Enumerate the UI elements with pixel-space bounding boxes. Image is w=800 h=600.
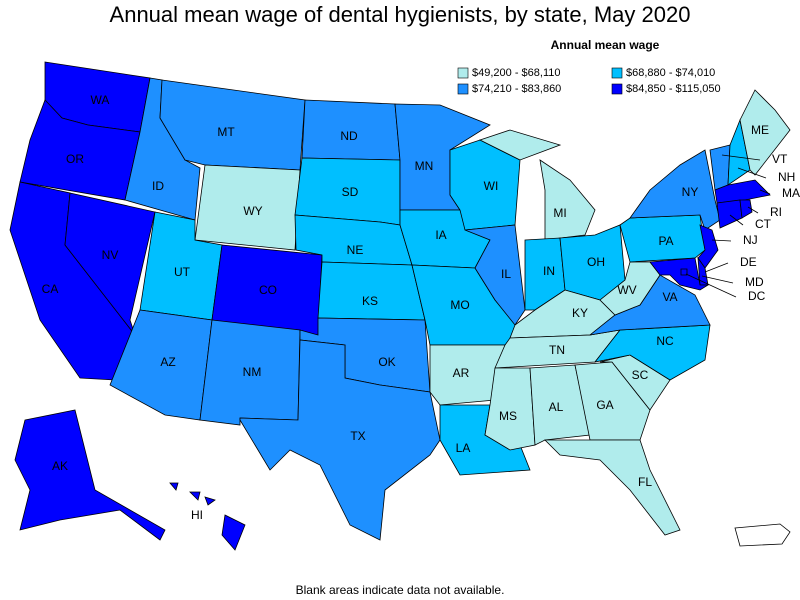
state-label: DE [740,255,757,269]
state-label: KY [572,306,588,320]
state-label: MA [782,186,800,200]
legend-label: $68,880 - $74,010 [626,67,715,79]
state-label: DC [748,289,766,303]
state-label: NM [243,365,262,379]
state-label: OK [378,355,395,369]
leader-line [729,214,744,226]
puerto-rico-outline [734,523,791,547]
state-label: MN [415,159,434,173]
state-label: AZ [160,355,175,369]
state-label: MS [499,409,517,423]
leader-line [711,239,732,242]
state-label: ND [340,129,358,143]
state-label: GA [596,398,613,412]
state-label: AR [453,366,470,380]
state-label: OR [66,152,84,166]
state-shape [739,89,791,176]
legend-swatch [457,67,469,79]
state-shape [544,439,681,536]
state-label: MO [450,298,469,312]
state-label: SC [632,368,649,382]
state-label: NE [347,243,364,257]
state-label: MD [745,275,764,289]
state-shape [239,339,441,541]
state-shape [680,268,688,276]
state-shape [529,364,591,446]
state-shape [739,199,753,219]
state-label: CA [42,282,59,296]
legend-swatch [611,83,623,95]
state-label: WI [484,179,499,193]
leader-line [721,154,761,161]
state-label: IN [543,264,555,278]
state-label: NY [682,185,699,199]
state-label: VT [772,152,788,166]
state-label: VA [662,290,677,304]
state-shape [464,224,526,326]
state-shape [317,261,426,321]
state-label: CT [755,217,772,231]
state-label: ID [152,179,164,193]
state-shape [709,144,731,191]
state-shape [64,192,156,336]
state-label: RI [770,205,782,219]
state-shape [478,129,596,241]
map-title: Annual mean wage of dental hygienists, b… [110,2,691,27]
state-label: AK [52,459,68,473]
leader-line [704,262,729,273]
state-label: NV [102,248,119,262]
leader-line [747,206,759,214]
state-label: WA [91,93,110,107]
state-label: IA [435,228,446,242]
state-label: OH [587,255,605,269]
state-label: PA [658,234,673,248]
state-label: NJ [743,233,758,247]
leader-line [759,189,771,195]
state-label: FL [638,475,652,489]
state-label: TX [350,429,365,443]
state-label: MT [217,125,235,139]
state-label: ME [751,123,769,137]
legend-label: $74,210 - $83,860 [472,83,561,95]
state-shape [716,199,743,229]
legend: $49,200 - $68,110 $68,880 - $74,010 $74,21… [457,67,721,95]
state-label: SD [342,185,359,199]
state-shape [649,257,710,291]
state-label: AL [549,400,564,414]
legend-swatch [611,67,623,79]
state-label: HI [191,508,203,522]
state-label: MI [553,206,566,220]
state-label: WV [617,283,636,297]
states [9,61,791,551]
legend-swatch [457,83,469,95]
state-label: UT [174,265,191,279]
legend-title: Annual mean wage [551,38,660,52]
leader-line [701,275,734,284]
leader-line [737,167,767,179]
state-shape [574,361,651,441]
state-label: NC [656,334,674,348]
state-label: CO [259,283,277,297]
state-labels: WA OR CA NV ID MT WY UT CO AZ NM ND SD NE KS OK TX MN IA MO… [42,93,800,522]
state-label: NH [778,170,795,184]
state-label: IL [501,267,511,281]
footnote: Blank areas indicate data not available. [296,583,505,597]
state-shape [169,482,246,551]
state-shape [429,344,506,406]
legend-label: $49,200 - $68,110 [472,67,560,79]
state-label: TN [549,343,565,357]
state-label: WY [243,204,262,218]
state-shape [14,409,166,541]
legend-label: $84,850 - $115,050 [626,83,721,95]
state-shape [629,149,721,231]
state-label: LA [456,441,471,455]
state-label: KS [362,294,378,308]
state-shape [194,164,301,251]
leader-line [685,273,737,298]
